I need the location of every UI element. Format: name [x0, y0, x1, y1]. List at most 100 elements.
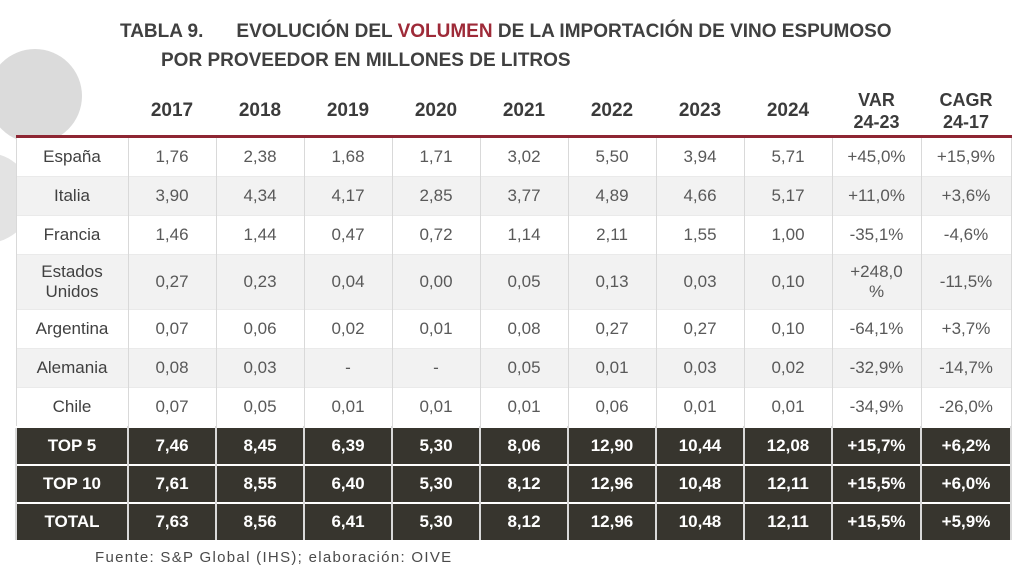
value-cell: -26,0% [920, 387, 1012, 427]
row-label-top-10: TOP 10 [15, 464, 129, 503]
value-cell: 1,00 [743, 215, 833, 255]
value-cell: 1,71 [391, 136, 481, 177]
value-cell: 0,27 [127, 254, 217, 310]
table-row-alemania: Alemania 0,08 0,03- -0,05 0,01 0,03 0,02 -32,9%… [15, 348, 1012, 388]
value-cell: 0,07 [127, 309, 217, 349]
column-header-2023: 2023 [656, 87, 744, 138]
row-label-españa: España [15, 136, 129, 177]
source-footnote: Fuente: S&P Global (IHS); elaboración: O… [95, 549, 453, 566]
value-cell: 5,30 [391, 502, 481, 540]
value-cell: 0,72 [391, 215, 481, 255]
value-cell: 4,89 [567, 176, 657, 216]
value-cell: 0,01 [743, 387, 833, 427]
value-cell: 6,41 [303, 502, 393, 540]
value-cell: 0,01 [567, 348, 657, 388]
value-cell: 6,39 [303, 426, 393, 465]
import-volume-table: 2017 2018 2019 2020 2021 2022 2023 2024 VAR 24-2… [15, 87, 1012, 540]
title-highlight-volumen: VOLUMEN [397, 21, 493, 42]
header-row: 2017 2018 2019 2020 2021 2022 2023 2024 VAR 24-2… [16, 87, 1011, 138]
row-label-estados: Estados Unidos [15, 254, 129, 310]
value-cell: +15,5% [831, 464, 922, 503]
value-cell: 4,17 [303, 176, 393, 216]
table-row-top-5: TOP 5 7,46 8,45 6,39 5,30 8,06 12,90 10,44 12,08… [15, 426, 1012, 465]
value-cell: 5,71 [743, 136, 833, 177]
table-row-top-10: TOP 10 7,61 8,55 6,40 5,30 8,12 12,96 10,48 12,1… [15, 464, 1012, 503]
value-cell: +6,2% [920, 426, 1012, 465]
value-cell: 7,61 [127, 464, 217, 503]
value-cell: 3,94 [655, 136, 745, 177]
value-cell: 4,34 [215, 176, 305, 216]
value-cell: +11,0% [831, 176, 922, 216]
value-cell: 8,12 [479, 502, 569, 540]
value-cell: 4,66 [655, 176, 745, 216]
table-row-total: TOTAL 7,63 8,56 6,41 5,30 8,12 12,96 10,48 12,11… [15, 502, 1012, 540]
title-text-before: EVOLUCIÓN DEL [236, 21, 398, 42]
value-cell: -64,1% [831, 309, 922, 349]
table-row-chile: Chile 0,07 0,05 0,01 0,01 0,01 0,06 0,01 0,01 -34… [15, 387, 1012, 427]
value-cell: 0,00 [391, 254, 481, 310]
value-cell: 1,14 [479, 215, 569, 255]
value-cell: - [391, 348, 481, 388]
row-label-total: TOTAL [15, 502, 129, 540]
value-cell: 0,01 [655, 387, 745, 427]
value-cell: 0,01 [303, 387, 393, 427]
row-label-italia: Italia [15, 176, 129, 216]
column-header-2018: 2018 [216, 87, 304, 138]
table-title-line2: POR PROVEEDOR EN MILLONES DE LITROS [161, 50, 571, 71]
value-cell: 10,48 [655, 464, 745, 503]
table-row-francia: Francia 1,46 1,44 0,47 0,72 1,14 2,11 1,55 1,00-… [15, 215, 1012, 255]
column-header-cagr: CAGR 24-17 [921, 87, 1011, 138]
value-cell: 0,05 [479, 254, 569, 310]
value-cell: 0,03 [655, 254, 745, 310]
value-cell: 2,11 [567, 215, 657, 255]
column-header-2019: 2019 [304, 87, 392, 138]
value-cell: 0,47 [303, 215, 393, 255]
value-cell: +248,0 % [831, 254, 922, 310]
value-cell: +3,6% [920, 176, 1012, 216]
value-cell: 5,17 [743, 176, 833, 216]
value-cell: 5,50 [567, 136, 657, 177]
value-cell: +15,7% [831, 426, 922, 465]
value-cell: - [303, 348, 393, 388]
value-cell: 0,06 [215, 309, 305, 349]
value-cell: 12,11 [743, 464, 833, 503]
value-cell: +6,0% [920, 464, 1012, 503]
value-cell: 1,55 [655, 215, 745, 255]
value-cell: 0,27 [567, 309, 657, 349]
value-cell: 2,85 [391, 176, 481, 216]
value-cell: 12,96 [567, 502, 657, 540]
value-cell: 0,01 [479, 387, 569, 427]
value-cell: 8,55 [215, 464, 305, 503]
value-cell: 10,48 [655, 502, 745, 540]
value-cell: 10,44 [655, 426, 745, 465]
table-row-italia: Italia 3,90 4,34 4,17 2,85 3,77 4,89 4,66 5,17 +1… [15, 176, 1012, 216]
value-cell: +5,9% [920, 502, 1012, 540]
value-cell: 0,13 [567, 254, 657, 310]
value-cell: 0,01 [391, 387, 481, 427]
value-cell: 1,46 [127, 215, 217, 255]
value-cell: 12,11 [743, 502, 833, 540]
value-cell: 2,38 [215, 136, 305, 177]
value-cell: 0,05 [215, 387, 305, 427]
value-cell: 0,01 [391, 309, 481, 349]
value-cell: -32,9% [831, 348, 922, 388]
value-cell: 8,45 [215, 426, 305, 465]
column-header-2024: 2024 [744, 87, 832, 138]
column-header-2021: 2021 [480, 87, 568, 138]
value-cell: 0,23 [215, 254, 305, 310]
value-cell: 0,02 [303, 309, 393, 349]
value-cell: 0,04 [303, 254, 393, 310]
value-cell: 8,12 [479, 464, 569, 503]
value-cell: 0,08 [479, 309, 569, 349]
row-label-top-5: TOP 5 [15, 426, 129, 465]
value-cell: 1,68 [303, 136, 393, 177]
value-cell: 3,02 [479, 136, 569, 177]
row-label-chile: Chile [15, 387, 129, 427]
value-cell: -11,5% [920, 254, 1012, 310]
value-cell: 6,40 [303, 464, 393, 503]
value-cell: 7,63 [127, 502, 217, 540]
value-cell: -14,7% [920, 348, 1012, 388]
value-cell: 0,08 [127, 348, 217, 388]
header-empty-cell [16, 87, 128, 138]
